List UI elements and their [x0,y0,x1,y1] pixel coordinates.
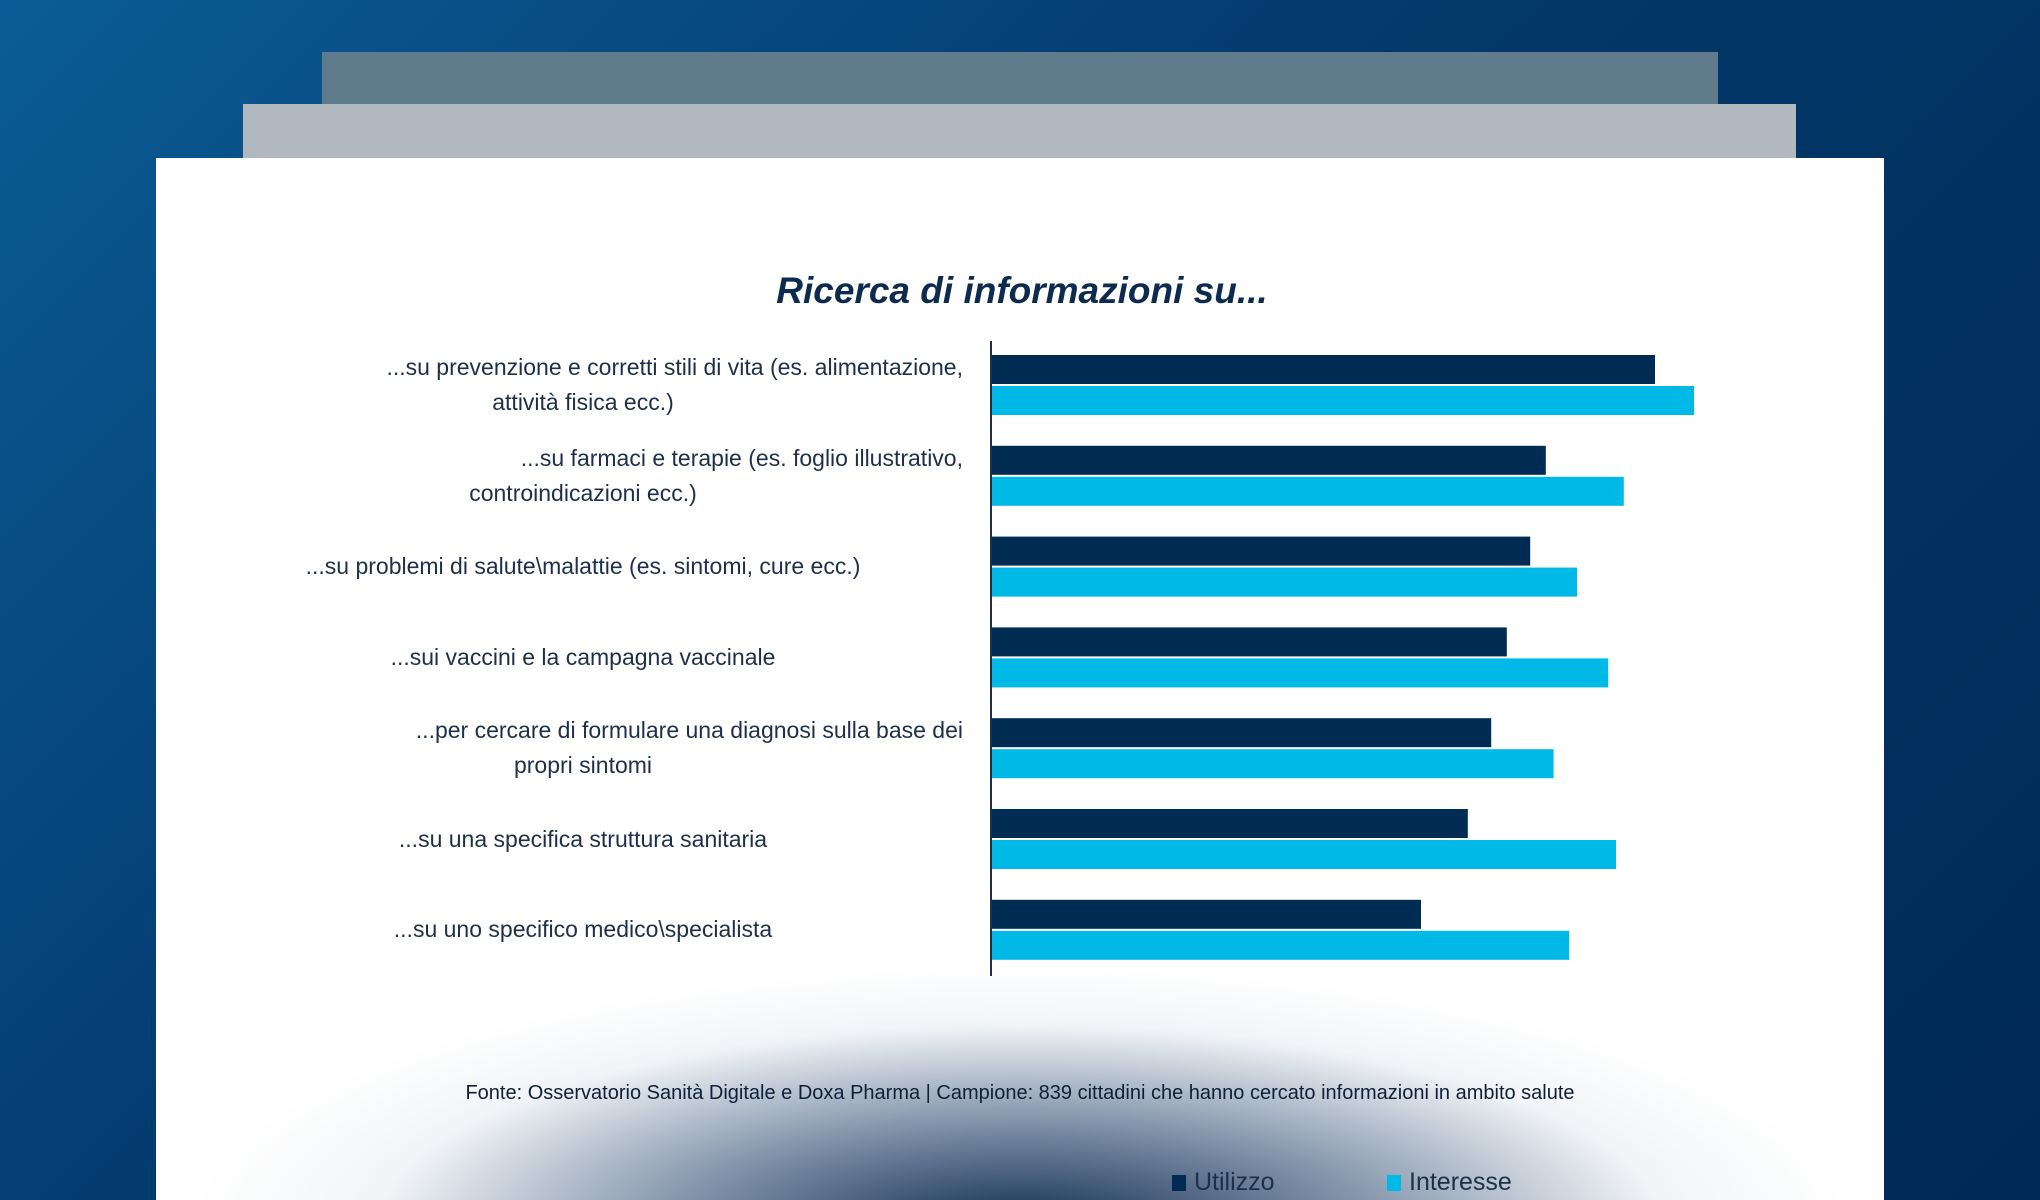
bar-interesse-0 [992,386,1694,415]
bar-interesse-6 [992,930,1570,960]
category-label: ...per cercare di formulare una diagnosi… [203,713,963,783]
bar-interesse-2 [992,567,1577,597]
bar-interesse-1 [992,476,1624,506]
background-card-middle [243,104,1796,164]
bar-utilizzo-4 [992,718,1492,748]
category-label: ...su problemi di salute\malattie (es. s… [203,549,963,584]
category-label-line: ...su uno specifico medico\specialista [393,916,773,943]
source-note: Fonte: Osservatorio Sanità Digitale e Do… [465,1082,1575,1104]
bar-utilizzo-1 [992,445,1546,475]
bar-interesse-5 [992,840,1616,869]
legend-item-interesse: Interesse [1387,1168,1512,1197]
legend-item-utilizzo: Utilizzo [1172,1168,1275,1197]
category-label-line: ...su problemi di salute\malattie (es. s… [305,553,861,580]
chart-title: Ricerca di informazioni su... [776,270,1268,311]
category-label-line: ...sui vaccini e la campagna vaccinale [390,643,776,670]
category-label-line: attività fisica ecc.) [492,389,674,415]
bar-utilizzo-6 [992,899,1421,929]
bar-interesse-3 [992,658,1609,688]
background-card-back [322,52,1718,112]
bar-interesse-4 [992,749,1554,779]
chart-card: Ricerca di informazioni su... ...su prev… [156,158,1884,1200]
category-label-line: ...su farmaci e terapie (es. foglio illu… [520,444,963,471]
bar-utilizzo-2 [992,536,1531,566]
bar-utilizzo-5 [992,809,1468,838]
category-label-line: ...per cercare di formulare una diagnosi… [415,717,963,744]
bar-utilizzo-0 [992,355,1655,384]
category-label-line: ...su una specifica struttura sanitaria [398,825,768,852]
category-label: ...sui vaccini e la campagna vaccinale [203,640,963,675]
category-label: ...su una specifica struttura sanitaria [203,822,963,857]
legend-swatch-utilizzo [1172,1174,1186,1191]
category-label-line: propri sintomi [513,752,653,779]
category-label-line: controindicazioni ecc.) [469,479,697,506]
legend-swatch-interesse [1387,1174,1401,1191]
category-label: ...su prevenzione e corretti stili di vi… [203,350,963,420]
category-label: ...su farmaci e terapie (es. foglio illu… [203,441,963,511]
category-label-line: ...su prevenzione e corretti stili di vi… [386,354,963,380]
bar-chart [990,341,1694,976]
bar-utilizzo-3 [992,627,1507,657]
category-label: ...su uno specifico medico\specialista [203,912,963,947]
